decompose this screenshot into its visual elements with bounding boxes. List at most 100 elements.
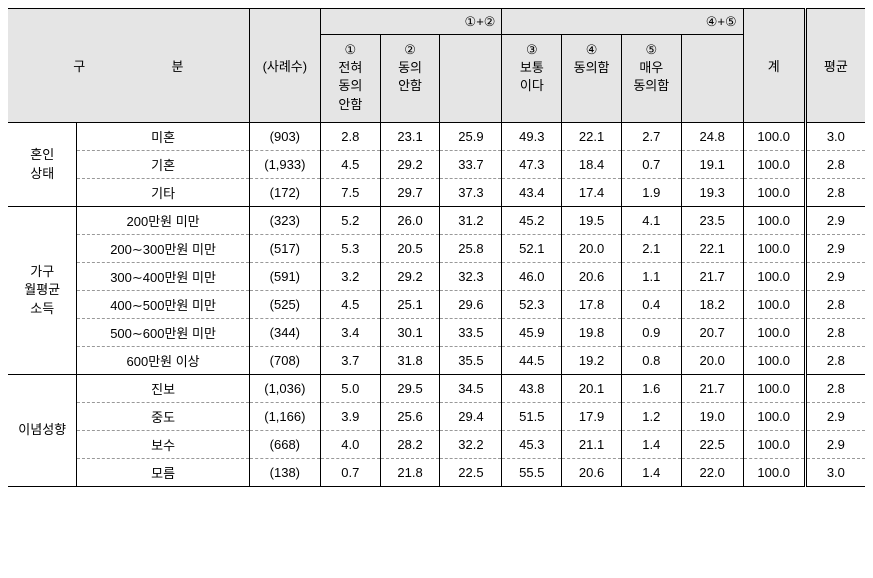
sum-45: 19.0 bbox=[681, 403, 743, 431]
val-4: 19.5 bbox=[562, 207, 622, 235]
sub-label: 200만원 미만 bbox=[77, 207, 249, 235]
header-category-right: 분 bbox=[130, 56, 225, 75]
n-cases: (903) bbox=[249, 123, 320, 151]
val-4: 18.4 bbox=[562, 151, 622, 179]
header-sum12-cell bbox=[440, 35, 502, 123]
sum-12: 37.3 bbox=[440, 179, 502, 207]
n-cases: (668) bbox=[249, 431, 320, 459]
avg: 3.0 bbox=[805, 459, 865, 487]
val-1: 2.8 bbox=[320, 123, 380, 151]
sub-label: 미혼 bbox=[77, 123, 249, 151]
avg: 2.8 bbox=[805, 151, 865, 179]
table-row: 혼인상태미혼(903)2.823.125.949.322.12.724.8100… bbox=[8, 123, 865, 151]
val-2: 29.7 bbox=[380, 179, 440, 207]
sum-12: 32.2 bbox=[440, 431, 502, 459]
header-sum45-cell bbox=[681, 35, 743, 123]
val-2: 25.6 bbox=[380, 403, 440, 431]
val-5: 0.9 bbox=[621, 319, 681, 347]
n-cases: (591) bbox=[249, 263, 320, 291]
n-cases: (517) bbox=[249, 235, 320, 263]
total: 100.0 bbox=[743, 347, 805, 375]
val-2: 31.8 bbox=[380, 347, 440, 375]
total: 100.0 bbox=[743, 179, 805, 207]
val-2: 25.1 bbox=[380, 291, 440, 319]
val-4: 20.1 bbox=[562, 375, 622, 403]
avg: 2.8 bbox=[805, 375, 865, 403]
val-4: 20.6 bbox=[562, 459, 622, 487]
table-row: 기혼(1,933)4.529.233.747.318.40.719.1100.0… bbox=[8, 151, 865, 179]
n-cases: (172) bbox=[249, 179, 320, 207]
avg: 2.9 bbox=[805, 263, 865, 291]
n-cases: (1,933) bbox=[249, 151, 320, 179]
table-row: 500∼600만원 미만(344)3.430.133.545.919.80.92… bbox=[8, 319, 865, 347]
n-cases: (1,166) bbox=[249, 403, 320, 431]
table-row: 300∼400만원 미만(591)3.229.232.346.020.61.12… bbox=[8, 263, 865, 291]
header-n-cases: (사례수) bbox=[249, 9, 320, 123]
val-3: 45.9 bbox=[502, 319, 562, 347]
val-5: 1.6 bbox=[621, 375, 681, 403]
header-sum12: ①+② bbox=[440, 9, 502, 35]
val-1: 5.2 bbox=[320, 207, 380, 235]
val-1: 3.7 bbox=[320, 347, 380, 375]
val-3: 44.5 bbox=[502, 347, 562, 375]
avg: 2.9 bbox=[805, 403, 865, 431]
header-avg: 평균 bbox=[805, 9, 865, 123]
avg: 2.8 bbox=[805, 291, 865, 319]
val-2: 29.5 bbox=[380, 375, 440, 403]
sum-45: 21.7 bbox=[681, 375, 743, 403]
table-row: 200∼300만원 미만(517)5.320.525.852.120.02.12… bbox=[8, 235, 865, 263]
val-1: 3.2 bbox=[320, 263, 380, 291]
sub-label: 200∼300만원 미만 bbox=[77, 235, 249, 263]
val-3: 52.3 bbox=[502, 291, 562, 319]
val-2: 30.1 bbox=[380, 319, 440, 347]
val-3: 51.5 bbox=[502, 403, 562, 431]
val-2: 29.2 bbox=[380, 263, 440, 291]
val-4: 20.6 bbox=[562, 263, 622, 291]
n-cases: (525) bbox=[249, 291, 320, 319]
val-2: 28.2 bbox=[380, 431, 440, 459]
sum-12: 25.8 bbox=[440, 235, 502, 263]
sum-45: 21.7 bbox=[681, 263, 743, 291]
sum-12: 32.3 bbox=[440, 263, 502, 291]
val-2: 21.8 bbox=[380, 459, 440, 487]
sum-12: 31.2 bbox=[440, 207, 502, 235]
total: 100.0 bbox=[743, 263, 805, 291]
val-1: 4.5 bbox=[320, 291, 380, 319]
total: 100.0 bbox=[743, 319, 805, 347]
header-blank-12 bbox=[320, 9, 439, 35]
avg: 2.8 bbox=[805, 347, 865, 375]
val-3: 52.1 bbox=[502, 235, 562, 263]
sum-12: 25.9 bbox=[440, 123, 502, 151]
val-5: 0.4 bbox=[621, 291, 681, 319]
val-5: 1.4 bbox=[621, 431, 681, 459]
header-col1: ①전혀동의안함 bbox=[320, 35, 380, 123]
val-3: 43.4 bbox=[502, 179, 562, 207]
total: 100.0 bbox=[743, 207, 805, 235]
sub-label: 기타 bbox=[77, 179, 249, 207]
header-col2: ②동의안함 bbox=[380, 35, 440, 123]
sum-45: 19.3 bbox=[681, 179, 743, 207]
val-5: 0.7 bbox=[621, 151, 681, 179]
survey-table: 구 분 (사례수) ①+② ④+⑤ 계 평균 ①전혀동의안함 ②동의안함 ③보통… bbox=[8, 8, 865, 487]
sum-12: 35.5 bbox=[440, 347, 502, 375]
val-1: 4.5 bbox=[320, 151, 380, 179]
total: 100.0 bbox=[743, 235, 805, 263]
sub-label: 모름 bbox=[77, 459, 249, 487]
val-5: 0.8 bbox=[621, 347, 681, 375]
val-3: 49.3 bbox=[502, 123, 562, 151]
sub-label: 보수 bbox=[77, 431, 249, 459]
val-3: 43.8 bbox=[502, 375, 562, 403]
group-label: 가구월평균소득 bbox=[8, 207, 77, 375]
val-1: 7.5 bbox=[320, 179, 380, 207]
val-5: 1.1 bbox=[621, 263, 681, 291]
group-label: 혼인상태 bbox=[8, 123, 77, 207]
header-total: 계 bbox=[743, 9, 805, 123]
sum-12: 29.6 bbox=[440, 291, 502, 319]
table-header: 구 분 (사례수) ①+② ④+⑤ 계 평균 ①전혀동의안함 ②동의안함 ③보통… bbox=[8, 9, 865, 123]
val-5: 2.1 bbox=[621, 235, 681, 263]
table-row: 400∼500만원 미만(525)4.525.129.652.317.80.41… bbox=[8, 291, 865, 319]
sum-12: 22.5 bbox=[440, 459, 502, 487]
sum-45: 23.5 bbox=[681, 207, 743, 235]
val-2: 23.1 bbox=[380, 123, 440, 151]
val-5: 1.2 bbox=[621, 403, 681, 431]
